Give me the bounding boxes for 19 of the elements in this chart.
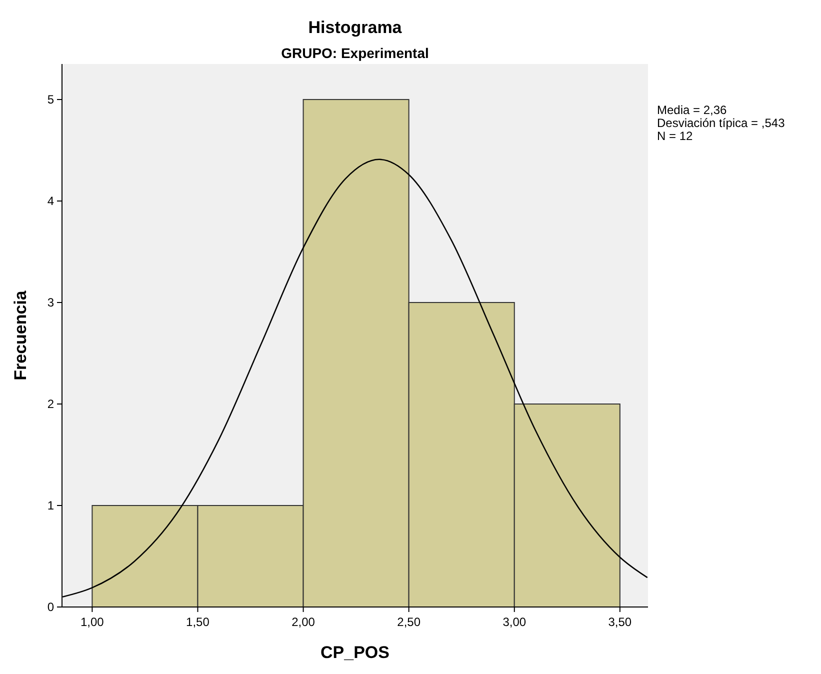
x-axis-title: CP_POS	[320, 643, 390, 662]
y-tick-label: 0	[47, 600, 54, 614]
chart-subtitle: GRUPO: Experimental	[281, 45, 429, 61]
x-tick-label: 2,00	[292, 615, 316, 629]
text: Media = 2,36	[657, 103, 728, 117]
text: Desviación típica = ,543	[657, 116, 786, 130]
y-tick-label: 4	[47, 194, 54, 208]
x-tick-label: 3,50	[608, 615, 632, 629]
chart-title: Histograma	[308, 18, 402, 37]
y-axis-title: Frecuencia	[11, 290, 30, 380]
y-tick-label: 2	[47, 397, 54, 412]
x-tick-label: 3,00	[502, 615, 526, 629]
y-tick-label: 3	[47, 296, 54, 310]
x-tick-label: 2,50	[397, 615, 421, 629]
x-tick-label: 1,50	[186, 615, 210, 629]
text: N = 12	[657, 129, 694, 143]
y-tick-label: 1	[47, 498, 54, 513]
y-tick-label: 5	[47, 92, 54, 107]
x-tick-label: 1,00	[80, 615, 104, 629]
